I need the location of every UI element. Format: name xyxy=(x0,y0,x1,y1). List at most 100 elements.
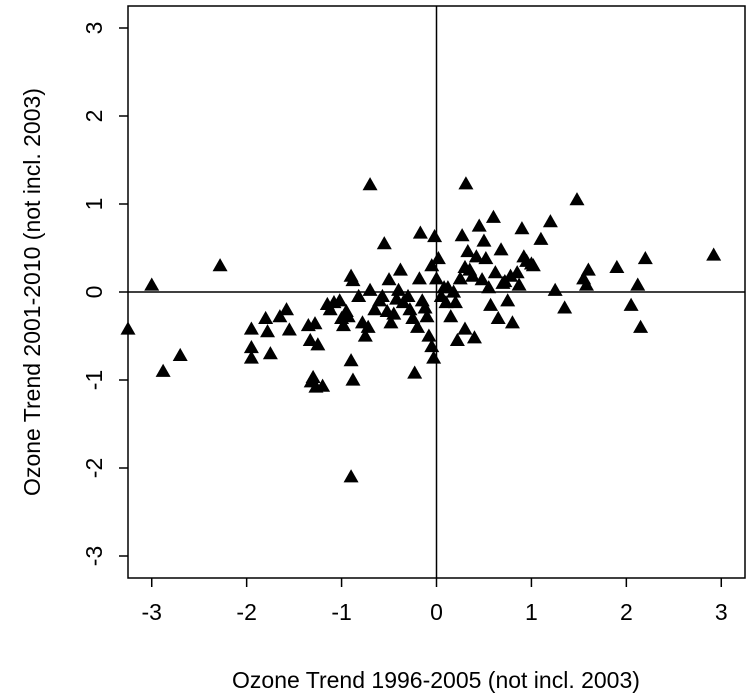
data-point-triangle xyxy=(424,339,440,353)
data-point-triangle xyxy=(258,310,274,325)
data-point-triangle xyxy=(476,233,492,247)
data-point-triangle xyxy=(351,288,367,303)
data-point-triangle xyxy=(411,271,427,285)
data-point-triangle xyxy=(578,277,594,291)
data-point-triangle xyxy=(392,262,408,276)
data-point-triangle xyxy=(357,328,373,342)
y-tick-label: 0 xyxy=(81,286,107,299)
data-point-triangle xyxy=(460,244,476,258)
data-point-triangle xyxy=(260,324,276,338)
y-axis: -3 -2 -1 0 1 2 3 xyxy=(81,22,128,566)
data-point-triangle xyxy=(458,176,474,190)
data-point-triangle xyxy=(343,353,359,367)
data-point-triangle xyxy=(637,251,653,265)
data-point-triangle xyxy=(367,302,383,316)
data-point-triangle xyxy=(493,242,509,256)
x-tick-label: -1 xyxy=(331,599,351,625)
data-point-triangle xyxy=(504,315,520,329)
data-point-triangle xyxy=(446,284,462,298)
data-point-triangle xyxy=(414,293,430,307)
data-point-triangle xyxy=(525,258,541,272)
data-point-triangle xyxy=(405,310,421,325)
data-point-triangle xyxy=(443,309,459,323)
data-point-triangle xyxy=(421,328,437,342)
data-point-triangle xyxy=(381,272,397,286)
data-point-triangle xyxy=(449,332,465,347)
data-point-triangle xyxy=(402,302,418,316)
x-tick-label: 1 xyxy=(525,599,538,625)
data-point-triangle xyxy=(322,302,338,316)
data-point-triangle xyxy=(430,251,446,265)
data-point-triangle xyxy=(243,321,259,335)
data-point-triangle xyxy=(427,229,443,243)
data-point-triangle xyxy=(452,271,468,285)
y-tick-label: 1 xyxy=(81,198,107,211)
data-point-triangle xyxy=(310,337,326,351)
data-point-triangle xyxy=(465,268,481,282)
data-point-triangle xyxy=(345,273,361,287)
data-point-triangle xyxy=(509,265,525,279)
data-point-triangle xyxy=(262,346,278,360)
data-point-triangle xyxy=(243,350,259,364)
data-point-triangle xyxy=(429,271,444,285)
data-point-triangle xyxy=(569,192,585,206)
data-point-triangle xyxy=(426,350,442,364)
x-tick-label: -2 xyxy=(236,599,256,625)
data-point-triangle xyxy=(609,259,625,273)
data-point-triangle xyxy=(340,309,356,323)
data-point-triangle xyxy=(400,288,416,303)
data-point-triangle xyxy=(706,247,722,261)
data-point-triangle xyxy=(454,228,470,242)
data-point-triangle xyxy=(417,300,433,314)
data-point-triangle xyxy=(474,272,490,286)
y-tick-label: -2 xyxy=(81,458,107,478)
data-point-triangle xyxy=(419,309,435,323)
data-point-triangle xyxy=(447,295,463,309)
data-point-triangle xyxy=(487,265,503,279)
data-point-triangle xyxy=(483,297,499,311)
y-axis-label: Ozone Trend 2001-2010 (not incl. 2003) xyxy=(19,88,45,496)
y-tick-label: 2 xyxy=(81,110,107,123)
data-point-triangle xyxy=(391,282,407,296)
data-point-triangle xyxy=(542,214,558,228)
data-point-triangle xyxy=(412,225,428,239)
data-point-triangle xyxy=(335,317,351,332)
data-point-triangle xyxy=(376,236,392,250)
data-point-triangle xyxy=(424,258,440,272)
data-points xyxy=(120,176,722,483)
y-tick-label: 3 xyxy=(81,22,107,35)
data-point-triangle xyxy=(345,372,361,386)
data-point-triangle xyxy=(471,218,487,232)
data-point-triangle xyxy=(362,177,378,191)
data-point-triangle xyxy=(272,309,288,323)
data-point-triangle xyxy=(481,280,497,294)
data-point-triangle xyxy=(120,321,136,335)
x-tick-label: -3 xyxy=(142,599,162,625)
data-point-triangle xyxy=(478,251,494,265)
data-point-triangle xyxy=(633,319,649,333)
data-point-triangle xyxy=(332,293,348,307)
data-point-triangle xyxy=(281,322,297,336)
data-point-triangle xyxy=(144,277,160,291)
data-point-triangle xyxy=(580,262,596,276)
x-tick-label: 0 xyxy=(430,599,443,625)
data-point-triangle xyxy=(383,315,399,329)
data-point-triangle xyxy=(623,297,639,311)
data-point-triangle xyxy=(307,316,323,330)
data-point-triangle xyxy=(438,295,454,309)
x-axis: -3 -2 -1 0 1 2 3 xyxy=(142,578,728,625)
data-point-triangle xyxy=(557,300,573,314)
data-point-triangle xyxy=(212,258,228,272)
data-point-triangle xyxy=(279,302,295,316)
data-point-triangle xyxy=(315,378,331,392)
data-point-triangle xyxy=(630,277,646,291)
data-point-triangle xyxy=(155,363,171,377)
data-point-triangle xyxy=(466,330,482,344)
data-point-triangle xyxy=(362,282,378,296)
data-point-triangle xyxy=(407,365,423,379)
data-point-triangle xyxy=(511,277,527,291)
data-point-triangle xyxy=(485,209,501,223)
data-point-triangle xyxy=(533,231,549,245)
data-point-triangle xyxy=(386,306,402,320)
